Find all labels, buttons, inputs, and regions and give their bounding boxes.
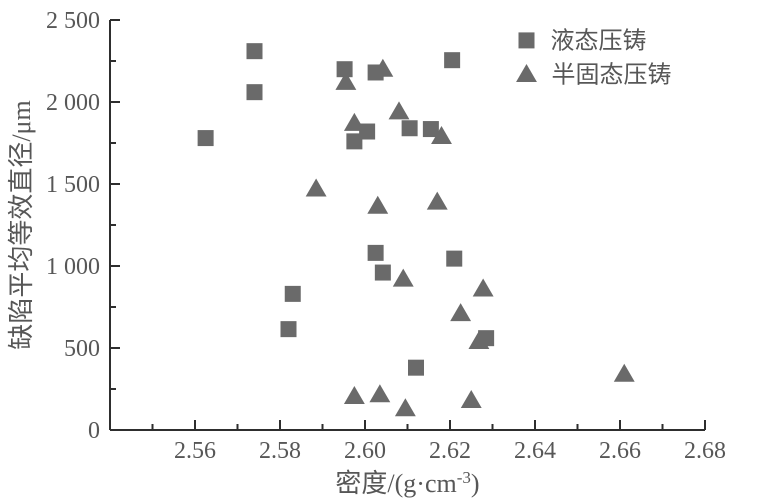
y-tick-label: 2 000 <box>46 90 100 116</box>
y-tick-label: 2 500 <box>46 8 100 34</box>
x-tick-label: 2.64 <box>514 438 556 464</box>
data-point-square <box>444 52 460 68</box>
data-point-square <box>285 286 301 302</box>
scatter-chart: 2.56 2.58 2.60 2.62 2.64 2.66 2.68 0 500 1 000 1 5… <box>0 0 758 504</box>
x-tick-label: 2.68 <box>684 438 726 464</box>
legend-label: 半固态压铸 <box>552 61 672 88</box>
data-point-square <box>198 130 214 146</box>
y-axis-label: 缺陷平均等效直径/μm <box>7 100 36 349</box>
data-point-square <box>368 245 384 261</box>
x-tick-label: 2.56 <box>174 438 216 464</box>
y-tick-label: 1 500 <box>46 172 100 198</box>
data-point-square <box>281 321 297 337</box>
x-tick-label: 2.58 <box>259 438 301 464</box>
y-tick-label: 0 <box>88 418 100 444</box>
data-point-square <box>446 251 462 267</box>
data-point-square <box>247 43 263 59</box>
data-point-square <box>247 84 263 100</box>
legend-marker-square <box>519 32 535 48</box>
data-point-square <box>402 120 418 136</box>
legend-label: 液态压铸 <box>551 27 647 54</box>
data-point-square <box>423 121 439 137</box>
y-tick-label: 1 000 <box>46 254 100 280</box>
x-tick-label: 2.66 <box>599 438 641 464</box>
y-tick-label: 500 <box>64 336 100 362</box>
data-point-square <box>408 360 424 376</box>
x-tick-label: 2.60 <box>344 438 386 464</box>
x-tick-label: 2.62 <box>429 438 471 464</box>
data-point-square <box>375 265 391 281</box>
